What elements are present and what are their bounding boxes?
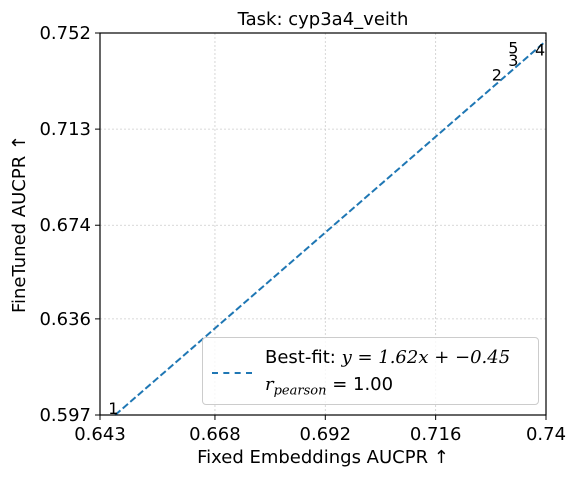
legend-r-sub: pearson — [273, 383, 327, 399]
point-label: 3 — [508, 51, 518, 70]
fit-line-group — [114, 40, 547, 416]
legend-r-entry: rpearson = 1.00 — [265, 371, 510, 405]
legend-fit-line-swatch — [212, 372, 252, 374]
legend-text: Best-fit: y = 1.62x + −0.45 rpearson = 1… — [265, 344, 510, 405]
y-tick-label: 0.636 — [39, 309, 91, 330]
legend-fit-label: Best-fit: — [265, 347, 336, 368]
legend-r-value: = 1.00 — [332, 374, 394, 395]
x-axis-ticks: 0.643 0.668 0.692 0.716 0.74 — [74, 415, 566, 445]
legend: Best-fit: y = 1.62x + −0.45 rpearson = 1… — [202, 337, 539, 405]
x-tick-label: 0.668 — [189, 424, 241, 445]
point-label: 5 — [508, 38, 518, 57]
point-label: 1 — [108, 399, 118, 418]
fit-line — [114, 40, 547, 416]
y-tick-label: 0.713 — [39, 119, 91, 140]
legend-fit-entry: Best-fit: y = 1.62x + −0.45 — [265, 344, 510, 371]
y-axis-ticks: 0.597 0.636 0.674 0.713 0.752 — [39, 23, 100, 426]
plot-frame — [99, 32, 547, 416]
legend-r-symbol: r — [265, 374, 274, 395]
point-label: 4 — [535, 41, 545, 60]
x-tick-label: 0.692 — [300, 424, 352, 445]
x-tick-label: 0.716 — [410, 424, 462, 445]
point-label: 2 — [492, 65, 502, 84]
x-tick-label: 0.643 — [74, 424, 126, 445]
y-axis-label: FineTuned AUCPR ↑ — [9, 135, 30, 313]
x-axis-label: Fixed Embeddings AUCPR ↑ — [197, 447, 449, 468]
y-tick-label: 0.597 — [39, 405, 91, 426]
legend-fit-equation: y = 1.62x + −0.45 — [341, 347, 511, 368]
y-tick-label: 0.674 — [39, 215, 91, 236]
chart-title: Task: cyp3a4_veith — [237, 9, 409, 30]
y-tick-label: 0.752 — [39, 23, 91, 44]
x-tick-label: 0.74 — [526, 424, 566, 445]
